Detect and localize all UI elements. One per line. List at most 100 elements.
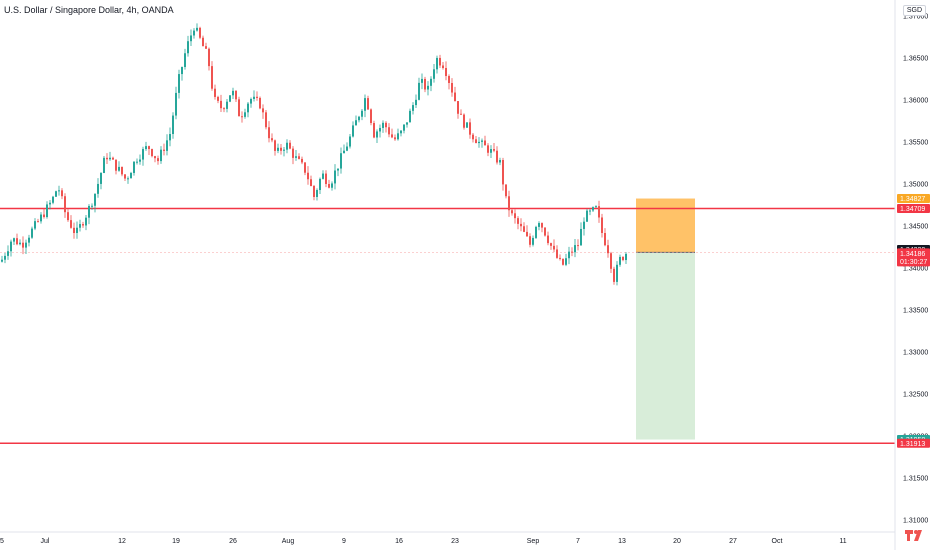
candle-body (409, 110, 411, 123)
candle-body (328, 183, 330, 188)
candle-body (616, 264, 618, 282)
candle-body (580, 228, 582, 246)
resistance-badge-bg (897, 203, 930, 213)
candle-body (247, 103, 249, 113)
candle-body (382, 122, 384, 128)
candle-body (58, 190, 60, 192)
candle-body (28, 237, 30, 243)
x-tick-label: 12 (118, 538, 126, 545)
candle-body (388, 127, 390, 135)
x-tick-label: 26 (229, 538, 237, 545)
candle-body (106, 157, 108, 160)
candle-body (16, 238, 18, 245)
candle-body (475, 139, 477, 144)
candle-body (79, 224, 81, 228)
candle-body (124, 174, 126, 179)
x-tick-label: Aug (282, 538, 295, 545)
take-profit-zone (636, 252, 695, 440)
x-tick-label: 11 (839, 538, 846, 545)
candle-body (562, 258, 564, 265)
candle-body (271, 138, 273, 141)
candle-body (25, 242, 27, 248)
candle-body (130, 172, 132, 179)
candle-body (4, 255, 6, 260)
candle-body (373, 123, 375, 138)
candle-body (343, 150, 345, 154)
candle-body (211, 66, 213, 89)
candle-body (265, 112, 267, 128)
candle-body (280, 147, 282, 151)
candle-body (163, 149, 165, 151)
x-tick-label: 20 (673, 538, 681, 545)
x-tick-label: 19 (172, 538, 180, 545)
candle-body (253, 96, 255, 99)
candle-body (139, 159, 141, 162)
candle-body (13, 238, 15, 242)
stop-loss-zone (636, 198, 695, 253)
candle-body (217, 96, 219, 101)
price-axis[interactable]: 1.37000 1.36500 1.36000 1.35500 1.35000 1.345… (903, 14, 928, 525)
candle-body (556, 249, 558, 258)
candle-body (289, 142, 291, 149)
candle-body (118, 166, 120, 171)
tradingview-logo-icon[interactable] (904, 528, 926, 542)
current-price-badge-bg (897, 248, 930, 267)
candle-body (457, 101, 459, 114)
candle-body (109, 157, 111, 160)
candle-body (181, 67, 183, 75)
candle-body (319, 178, 321, 191)
candle-body (262, 108, 264, 113)
price-badges: 1.348271.347091.342201.3418601:30:271.31… (897, 194, 930, 448)
candle-body (43, 214, 45, 218)
candle-body (427, 85, 429, 90)
candle-body (46, 204, 48, 218)
candle-body (298, 156, 300, 159)
candle-body (295, 156, 297, 158)
candle-body (286, 142, 288, 150)
candle-body (229, 95, 231, 102)
x-tick-label: 7 (576, 538, 580, 545)
x-tick-label: 9 (342, 538, 346, 545)
candle-body (115, 159, 117, 171)
candle-body (430, 78, 432, 86)
current-price-text: 1.34186 (900, 251, 925, 258)
candle-body (448, 76, 450, 84)
candle-body (37, 221, 39, 223)
candle-body (466, 122, 468, 128)
candle-body (172, 115, 174, 135)
candle-body (166, 140, 168, 151)
plot-area (0, 23, 895, 445)
candle-body (604, 233, 606, 246)
candle-body (31, 228, 33, 238)
candle-body (502, 160, 504, 185)
candle-body (541, 223, 543, 228)
candle-body (454, 92, 456, 102)
candle-body (103, 157, 105, 173)
candle-body (292, 148, 294, 158)
candle-body (274, 140, 276, 151)
candle-body (595, 206, 597, 208)
candle-body (184, 53, 186, 68)
candle-body (208, 48, 210, 67)
candle-body (55, 191, 57, 197)
candle-body (70, 220, 72, 228)
candle-body (310, 179, 312, 186)
candle-body (418, 82, 420, 100)
candle-body (307, 172, 309, 180)
x-tick-label: Oct (772, 538, 783, 545)
time-axis[interactable]: 5 Jul 12 19 26 Aug 9 16 23 Sep 7 13 20 27 Oct 11 (0, 538, 847, 545)
candle-body (598, 206, 600, 218)
candle-body (7, 251, 9, 256)
candle-body (316, 190, 318, 197)
y-tick-label: 1.31000 (903, 518, 928, 525)
currency-label[interactable]: SGD (902, 5, 926, 16)
candle-body (442, 65, 444, 69)
y-tick-label: 1.34000 (903, 266, 928, 273)
candle-body (22, 242, 24, 248)
candle-body (532, 237, 534, 245)
candle-body (223, 108, 225, 110)
candle-body (121, 166, 123, 175)
candle-body (85, 217, 87, 226)
